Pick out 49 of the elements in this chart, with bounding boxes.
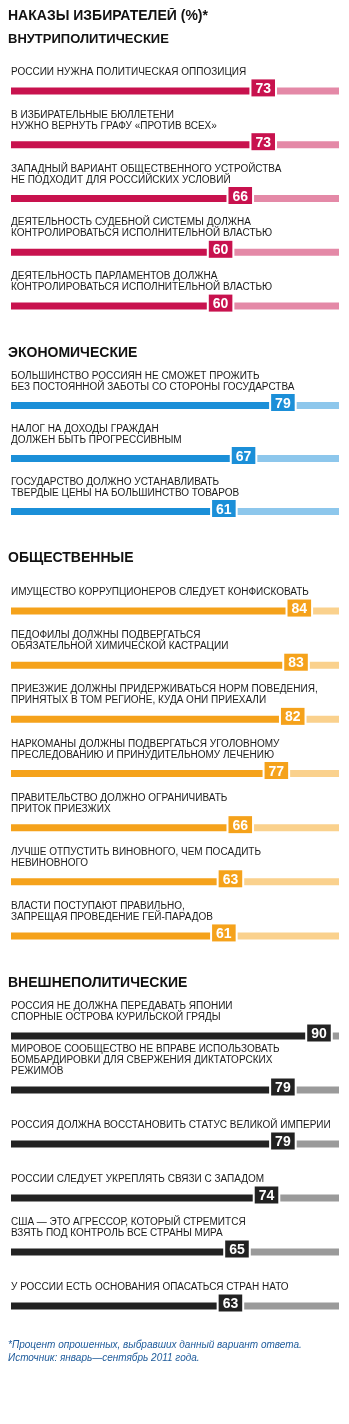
data-label: 82 [284, 708, 301, 725]
y-tick-label: РОССИИ СЛЕДУЕТ УКРЕПЛЯТЬ СВЯЗИ С ЗАПАДОМ [11, 1173, 265, 1184]
data-label: 77 [268, 762, 285, 779]
y-tick-label: РОССИЯ НЕ ДОЛЖНА ПЕРЕДАВАТЬ ЯПОНИИ СПОРНЫЕ ОСТРОВА КУРИЛЬСКОЙ ГРЯДЫ [11, 1000, 233, 1022]
data-label: 60 [212, 295, 229, 312]
chart-title: ВНЕШНЕПОЛИТИЧЕСКИЕ [8, 974, 188, 990]
y-tick-label: ИМУЩЕСТВО КОРРУПЦИОНЕРОВ СЛЕДУЕТ КОНФИСКОВАТЬ [11, 586, 310, 598]
y-tick-label: МИРОВОЕ СООБЩЕСТВО НЕ ВПРАВЕ ИСПОЛЬЗОВАТЬ БОМБАРДИРОВКИ ДЛЯ СВЕРЖЕНИЯ ДИКТАТОРСКИХ РЕЖИМОВ [11, 1043, 280, 1076]
data-label: 66 [232, 816, 249, 833]
data-label: 67 [235, 447, 252, 464]
chart-subtitle: ВНУТРИПОЛИТИЧЕСКИЕ [8, 31, 170, 46]
data-label: 84 [291, 600, 308, 617]
y-tick-label: РОССИЯ ДОЛЖНА ВОССТАНОВИТЬ СТАТУС ВЕЛИКОЙ ИМПЕРИИ [11, 1118, 331, 1130]
data-label: 73 [255, 79, 272, 96]
y-tick-label: ПРАВИТЕЛЬСТВО ДОЛЖНО ОГРАНИЧИВАТЬ ПРИТОК ПРИЕЗЖИХ [11, 791, 228, 814]
y-tick-label: ПЕДОФИЛЫ ДОЛЖНЫ ПОДВЕРГАТЬСЯ ОБЯЗАТЕЛЬНОЙ ХИМИЧЕСКОЙ КАСТРАЦИИ [11, 629, 229, 652]
data-label: 61 [216, 500, 232, 517]
y-tick-label: РОССИИ НУЖНА ПОЛИТИЧЕСКАЯ ОППОЗИЦИЯ [11, 65, 247, 77]
data-label: 74 [258, 1187, 275, 1203]
data-label: 83 [288, 654, 305, 671]
y-tick-label: В ИЗБИРАТЕЛЬНЫЕ БЮЛЛЕТЕНИ НУЖНО ВЕРНУТЬ ГРАФУ «ПРОТИВ ВСЕХ» [11, 108, 218, 131]
y-tick-label: ЛУЧШЕ ОТПУСТИТЬ ВИНОВНОГО, ЧЕМ ПОСАДИТЬ НЕВИНОВНОГО [11, 845, 262, 868]
data-label: 73 [255, 133, 272, 150]
data-label: 90 [311, 1025, 327, 1041]
data-label: 66 [232, 187, 249, 204]
chart-title: НАКАЗЫ ИЗБИРАТЕЛЕЙ (%)* [8, 6, 209, 23]
text: *Процент опрошенных, выбравших данный вариант ответа. [8, 1338, 302, 1350]
data-label: 79 [275, 1079, 291, 1095]
y-tick-label: США — ЭТО АГРЕССОР, КОТОРЫЙ СТРЕМИТСЯ ВЗЯТЬ ПОД КОНТРОЛЬ ВСЕ СТРАНЫ МИРА [11, 1215, 246, 1238]
data-label: 63 [222, 870, 239, 887]
y-tick-label: НАРКОМАНЫ ДОЛЖНЫ ПОДВЕРГАТЬСЯ УГОЛОВНОМУ ПРЕСЛЕДОВАНИЮ И ПРИНУДИТЕЛЬНОМУ ЛЕЧЕНИЮ [11, 737, 281, 760]
data-label: 61 [216, 924, 232, 941]
y-tick-label: ПРИЕЗЖИЕ ДОЛЖНЫ ПРИДЕРЖИВАТЬСЯ НОРМ ПОВЕДЕНИЯ, ПРИНЯТЫХ В ТОМ РЕГИОНЕ, КУДА ОНИ ПРИЕХАЛИ [11, 683, 318, 706]
y-tick-label: ГОСУДАРСТВО ДОЛЖНО УСТАНАВЛИВАТЬ ТВЕРДЫЕ ЦЕНЫ НА БОЛЬШИНСТВО ТОВАРОВ [11, 475, 240, 498]
data-label: 60 [212, 241, 229, 258]
y-tick-label: ДЕЯТЕЛЬНОСТЬ СУДЕБНОЙ СИСТЕМЫ ДОЛЖНА КОНТРОЛИРОВАТЬСЯ ИСПОЛНИТЕЛЬНОЙ ВЛАСТЬЮ [11, 215, 273, 239]
y-tick-label: ВЛАСТИ ПОСТУПАЮТ ПРАВИЛЬНО, ЗАПРЕЩАЯ ПРОВЕДЕНИЕ ГЕЙ-ПАРАДОВ [11, 899, 214, 922]
data-label: 63 [222, 1295, 239, 1311]
data-label: 79 [275, 394, 291, 411]
data-label: 65 [229, 1241, 245, 1257]
y-tick-label: БОЛЬШИНСТВО РОССИЯН НЕ СМОЖЕТ ПРОЖИТЬ БЕЗ ПОСТОЯННОЙ ЗАБОТЫ СО СТОРОНЫ ГОСУДАРСТВА [11, 369, 295, 392]
y-tick-label: ЗАПАДНЫЙ ВАРИАНТ ОБЩЕСТВЕННОГО УСТРОЙСТВА НЕ ПОДХОДИТ ДЛЯ РОССИЙСКИХ УСЛОВИЙ [11, 161, 282, 185]
y-tick-label: ДЕЯТЕЛЬНОСТЬ ПАРЛАМЕНТОВ ДОЛЖНА КОНТРОЛИРОВАТЬСЯ ИСПОЛНИТЕЛЬНОЙ ВЛАСТЬЮ [11, 270, 273, 293]
data-label: 79 [275, 1133, 291, 1149]
text: Источник: январь—сентябрь 2011 года. [8, 1351, 200, 1363]
chart-title: ОБЩЕСТВЕННЫЕ [8, 549, 134, 565]
y-tick-label: НАЛОГ НА ДОХОДЫ ГРАЖДАН ДОЛЖЕН БЫТЬ ПРОГРЕССИВНЫМ [11, 422, 182, 445]
y-tick-label: У РОССИИ ЕСТЬ ОСНОВАНИЯ ОПАСАТЬСЯ СТРАН НАТО [11, 1281, 289, 1292]
chart-title: ЭКОНОМИЧЕСКИЕ [8, 344, 138, 360]
